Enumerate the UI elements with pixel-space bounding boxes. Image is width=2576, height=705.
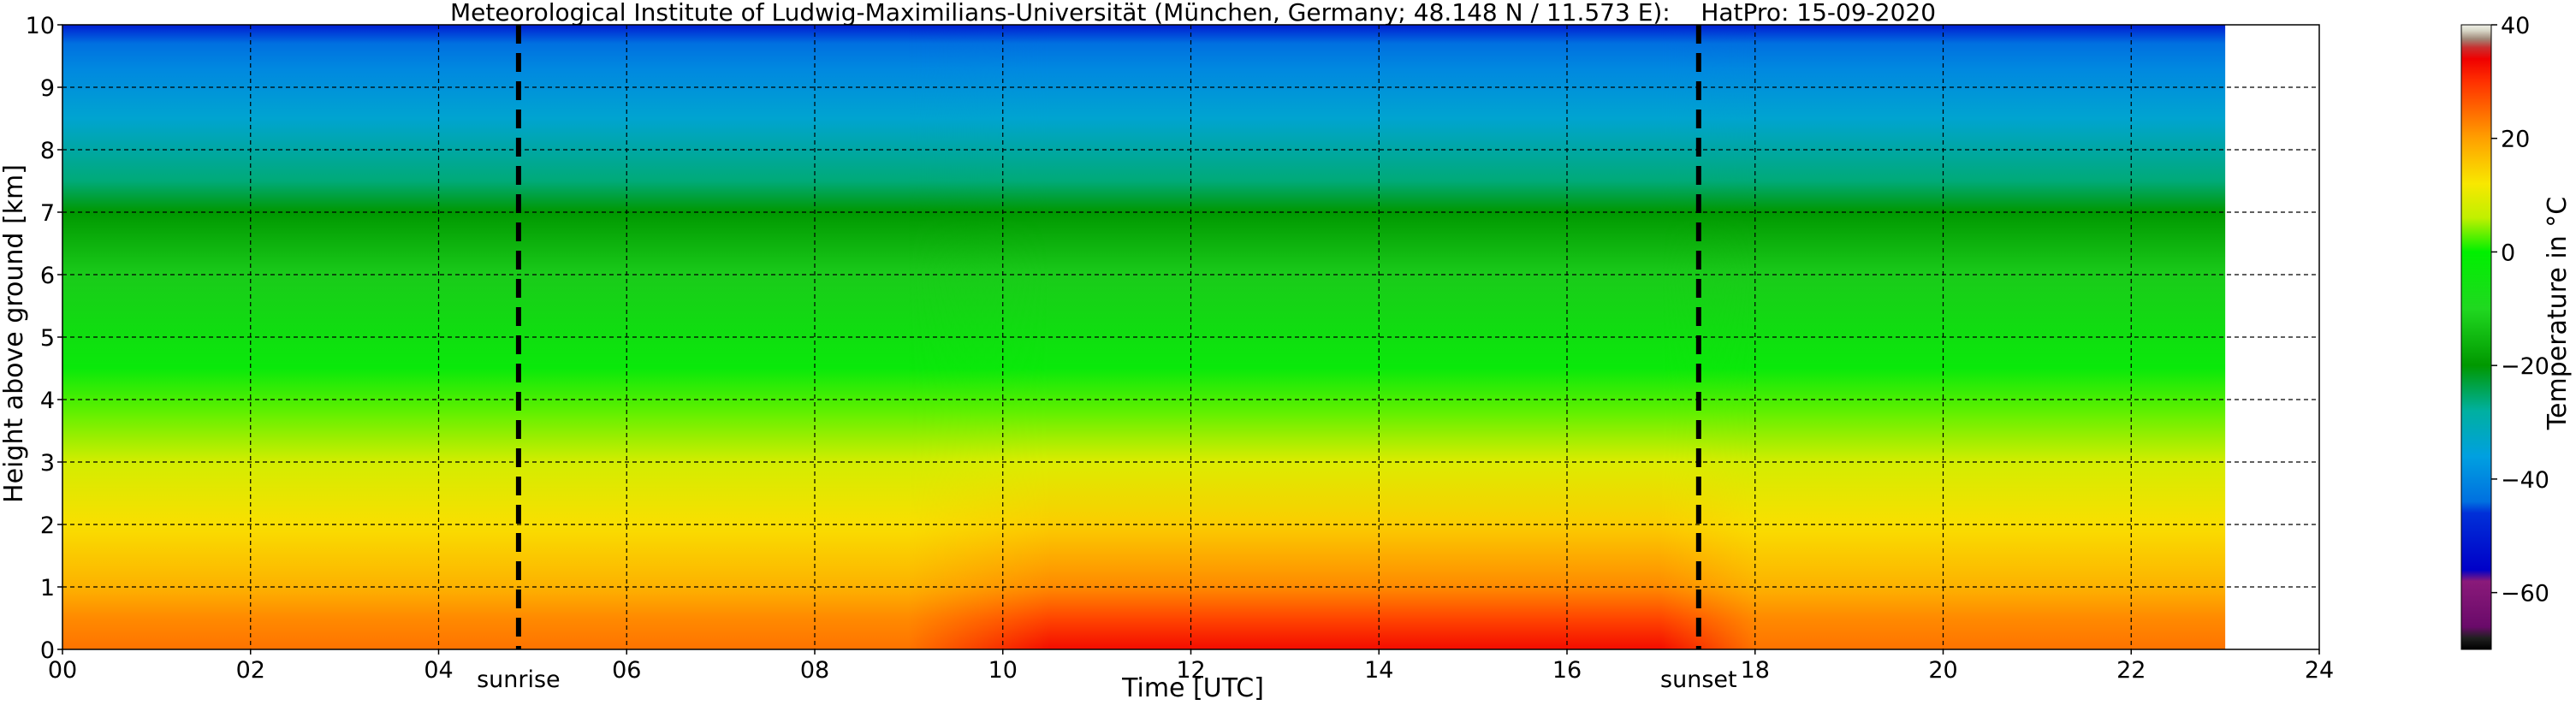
y-axis: 0 1 2 3 4 5 6 7 8 9 10 bbox=[26, 13, 62, 664]
y-tick-label: 0 bbox=[40, 637, 55, 664]
y-tick-label: 7 bbox=[40, 200, 55, 227]
y-axis-label: Height above ground [km] bbox=[0, 164, 29, 503]
y-tick-label: 8 bbox=[40, 138, 55, 164]
colorbar-ticks: −60 −40 −20 0 20 40 bbox=[2491, 13, 2549, 607]
chart-title: Meteorological Institute of Ludwig-Maxim… bbox=[450, 0, 1936, 27]
colorbar-label: Temperature in °C bbox=[2543, 197, 2573, 430]
y-tick-label: 6 bbox=[40, 263, 55, 289]
colorbar: −60 −40 −20 0 20 40 Temperature in °C bbox=[2460, 13, 2573, 650]
x-tick-label: 18 bbox=[1741, 657, 1770, 684]
x-tick-label: 10 bbox=[988, 657, 1018, 684]
y-tick-label: 3 bbox=[40, 450, 55, 477]
colorbar-tick-label: −40 bbox=[2501, 467, 2549, 494]
annotation-labels: sunrise sunset bbox=[477, 666, 1737, 693]
x-tick-label: 12 bbox=[1176, 657, 1205, 684]
sunset-label: sunset bbox=[1660, 666, 1737, 693]
plot-area bbox=[62, 24, 2320, 650]
y-tick-label: 5 bbox=[40, 325, 55, 352]
annotation-lines bbox=[515, 25, 1701, 649]
y-tick-label: 4 bbox=[40, 388, 55, 414]
x-tick-label: 14 bbox=[1364, 657, 1393, 684]
colorbar-tick-label: −60 bbox=[2501, 581, 2549, 607]
x-axis-label: Time [UTC] bbox=[1121, 673, 1264, 703]
y-tick-label: 2 bbox=[40, 512, 55, 539]
sunrise-label: sunrise bbox=[477, 666, 561, 693]
colorbar-tick-label: 40 bbox=[2501, 13, 2530, 39]
x-tick-label: 02 bbox=[236, 657, 265, 684]
colorbar-rect bbox=[2460, 24, 2492, 650]
x-tick-label: 22 bbox=[2116, 657, 2146, 684]
y-tick-label: 9 bbox=[40, 75, 55, 102]
x-tick-label: 24 bbox=[2305, 657, 2334, 684]
x-tick-label: 16 bbox=[1552, 657, 1582, 684]
x-tick-label: 00 bbox=[48, 657, 77, 684]
grid-lines bbox=[62, 25, 2319, 649]
x-tick-label: 04 bbox=[424, 657, 453, 684]
colorbar-tick-label: −20 bbox=[2501, 353, 2549, 380]
x-tick-label: 08 bbox=[800, 657, 829, 684]
x-axis: 00 02 04 06 08 10 12 14 16 18 20 22 24 bbox=[48, 649, 2334, 684]
y-tick-label: 10 bbox=[26, 13, 55, 39]
y-tick-label: 1 bbox=[40, 575, 55, 601]
colorbar-tick-label: 20 bbox=[2501, 127, 2530, 153]
x-tick-label: 20 bbox=[1928, 657, 1957, 684]
x-tick-label: 06 bbox=[612, 657, 641, 684]
colorbar-tick-label: 0 bbox=[2501, 240, 2515, 266]
